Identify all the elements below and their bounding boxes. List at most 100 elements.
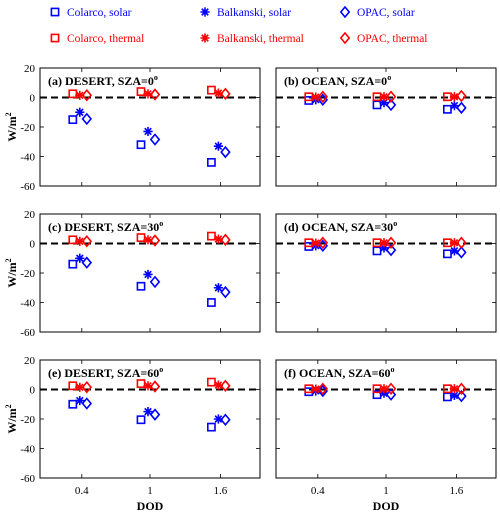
point-opac-thermal [149, 234, 161, 247]
y-tick-label: 0 [30, 93, 36, 105]
point-opac-solar [220, 285, 231, 299]
legend-label: OPAC, thermal [357, 33, 428, 45]
point-balkanski-thermal [311, 238, 321, 248]
point-balkanski-thermal [213, 88, 223, 98]
y-axis-label: W/m2 [4, 258, 19, 287]
point-balkanski-thermal [311, 92, 321, 102]
panel-title-text: (a) DESERT, SZA=0 [48, 74, 154, 88]
legend-item-balkanski-solar: Balkanski, solar [200, 7, 291, 19]
panel-title-sup: o [159, 365, 163, 374]
point-opac-thermal [220, 233, 231, 247]
point-opac-thermal [385, 90, 397, 104]
y-tick-label: -20 [20, 414, 35, 426]
x-tick-label: 1 [147, 485, 153, 497]
panel-title-text: (f) OCEAN, SZA=60 [284, 366, 391, 380]
point-colarco-solar [68, 115, 78, 125]
y-axis-label-sup: 2 [4, 112, 13, 116]
panel-title: (e) DESERT, SZA=60o [48, 365, 163, 380]
point-opac-solar [149, 275, 161, 289]
point-balkanski-thermal [213, 234, 223, 244]
point-opac-solar [385, 243, 397, 257]
point-colarco-solar [68, 259, 78, 269]
panel-title-sup: o [159, 219, 163, 228]
point-opac-thermal [149, 380, 161, 393]
point-balkanski-thermal [143, 235, 153, 245]
y-tick-label: -40 [20, 444, 35, 456]
point-opac-solar [81, 256, 93, 269]
point-balkanski-thermal [379, 384, 389, 394]
y-axis-label-text: W/m [5, 408, 19, 433]
y-tick-label: 0 [30, 385, 36, 397]
x-tick-label: 0.4 [311, 485, 325, 497]
panel-title: (b) OCEAN, SZA=0o [284, 73, 391, 88]
point-colarco-solar [372, 100, 382, 110]
y-axis-label-sup: 2 [4, 258, 13, 262]
y-axis-label-sup: 2 [4, 404, 13, 408]
panel-e: 20 0 -20 -40 -60 0.4 1 1.6 (e) DESERT, SZA=60o W/… [4, 355, 261, 513]
point-colarco-solar [442, 104, 452, 114]
x-tick-label: 0.4 [75, 485, 89, 497]
legend-label: OPAC, solar [357, 7, 415, 19]
legend-item-opac-solar: OPAC, solar [339, 5, 415, 19]
point-balkanski-thermal [143, 381, 153, 391]
point-balkanski-thermal [379, 92, 389, 102]
point-colarco-thermal [136, 87, 146, 96]
legend-marker-balkanski-thermal [200, 33, 210, 43]
point-balkanski-solar [449, 390, 459, 400]
panel-title: (c) DESERT, SZA=30o [48, 219, 163, 234]
point-opac-thermal [317, 236, 329, 250]
legend: Colarco, solar Balkanski, solar OPAC, sola… [50, 5, 428, 45]
y-tick-label: 20 [24, 63, 36, 75]
point-opac-solar [456, 101, 467, 115]
panel-title-text: (c) DESERT, SZA=30 [48, 220, 159, 234]
point-opac-thermal [456, 382, 467, 396]
panel-title: (f) OCEAN, SZA=60o [284, 365, 395, 380]
point-balkanski-solar [143, 407, 153, 417]
legend-item-balkanski-thermal: Balkanski, thermal [200, 33, 304, 45]
point-balkanski-solar [379, 98, 389, 108]
point-balkanski-thermal [143, 89, 153, 99]
legend-label: Balkanski, thermal [217, 33, 304, 45]
y-tick-label: -60 [20, 327, 35, 339]
point-colarco-solar [136, 281, 146, 291]
panel-f: 0.4 1 1.6 (f) OCEAN, SZA=60o DOD [275, 359, 497, 513]
legend-label: Colarco, thermal [67, 33, 144, 45]
point-opac-solar [220, 413, 231, 426]
x-tick-label: 1.6 [214, 485, 228, 497]
legend-item-colarco-solar: Colarco, solar [50, 7, 132, 19]
point-colarco-thermal [68, 381, 78, 391]
panel-d: (d) OCEAN, SZA=30o [275, 213, 497, 333]
point-balkanski-thermal [75, 382, 85, 392]
point-colarco-solar [207, 158, 216, 167]
y-axis-label-text: W/m [5, 116, 19, 141]
x-tick-label: 1.6 [450, 485, 464, 497]
point-opac-thermal [317, 90, 329, 104]
point-balkanski-thermal [449, 92, 459, 102]
point-balkanski-solar [75, 395, 85, 406]
y-tick-label: -20 [20, 268, 35, 280]
point-balkanski-solar [449, 101, 459, 111]
legend-item-colarco-thermal: Colarco, thermal [50, 33, 144, 45]
point-balkanski-solar [213, 414, 223, 424]
point-opac-solar [385, 98, 397, 112]
y-axis-label-text: W/m [5, 262, 19, 287]
point-balkanski-thermal [75, 90, 85, 100]
point-balkanski-solar [213, 141, 223, 151]
point-opac-thermal [81, 381, 93, 394]
legend-item-opac-thermal: OPAC, thermal [339, 31, 428, 45]
point-colarco-solar [136, 140, 146, 150]
point-balkanski-solar [143, 269, 153, 280]
y-tick-label: -20 [20, 122, 35, 134]
legend-marker-opac-thermal [339, 31, 351, 45]
point-opac-thermal [456, 236, 467, 250]
panel-title-sup: o [387, 73, 391, 82]
x-tick-label: 1 [383, 485, 389, 497]
point-opac-thermal [220, 87, 231, 101]
panels: 200-20-40-60(a) DESERT, SZA=0oW/m2(b) OC… [4, 63, 497, 513]
point-colarco-solar [136, 415, 146, 425]
y-tick-label: -60 [20, 181, 35, 193]
point-colarco-thermal [136, 379, 146, 388]
point-balkanski-thermal [75, 236, 85, 246]
point-opac-thermal [456, 89, 467, 103]
panel-title: (a) DESERT, SZA=0o [48, 73, 158, 88]
